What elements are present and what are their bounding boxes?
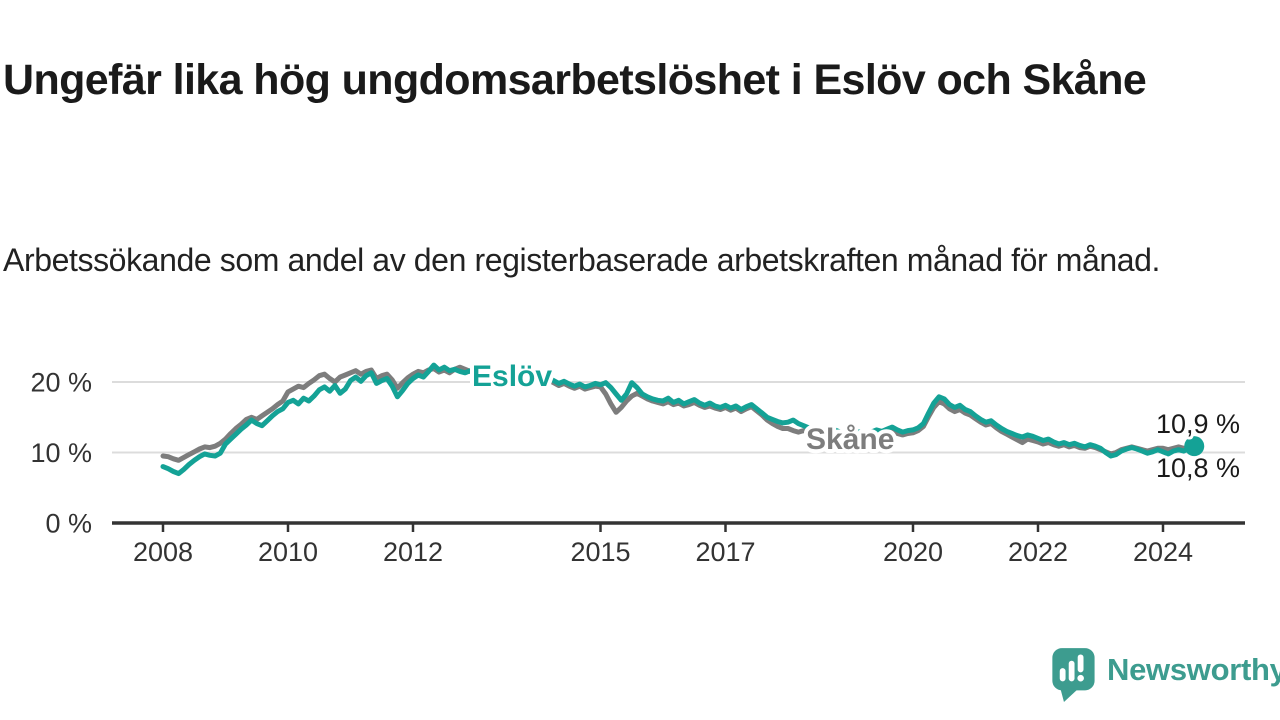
- speech-bubble-bar-chart-icon: [1052, 648, 1095, 702]
- series-end-dot: [1184, 436, 1205, 457]
- gridlines-group: [112, 381, 1245, 454]
- annotation-label: Skåne: [806, 423, 894, 456]
- x-tick-label: 2010: [258, 537, 318, 567]
- annotation-label: 10,8 %: [1156, 453, 1240, 483]
- series-group: [160, 362, 1205, 477]
- x-tick-label: 2017: [695, 537, 755, 567]
- newsworthy-brand: Newsworthy: [1050, 646, 1280, 703]
- page-title: Ungefär lika hög ungdomsarbetslöshet i E…: [3, 55, 1147, 104]
- eslv-line: [160, 362, 1197, 477]
- annotation-label: 10,9 %: [1156, 409, 1240, 439]
- x-tick-label: 2015: [570, 537, 630, 567]
- annotations-group: Eslöv Skåne 10,9 % 10,8 %: [468, 356, 1243, 486]
- axis-group: 0 % 10 % 20 % 2008 2010 2012 2015 2017 2020 2022 2…: [30, 368, 1245, 567]
- annotation-label: Eslöv: [472, 360, 552, 393]
- x-tick-label: 2024: [1133, 537, 1193, 567]
- y-tick-label: 20 %: [30, 368, 92, 398]
- brand-name: Newsworthy: [1107, 651, 1280, 687]
- y-tick-label: 10 %: [30, 438, 92, 468]
- x-tick-label: 2008: [133, 537, 193, 567]
- x-tick-label: 2020: [883, 537, 943, 567]
- y-tick-label: 0 %: [45, 509, 92, 539]
- x-tick-label: 2012: [383, 537, 443, 567]
- x-tick-label: 2022: [1008, 537, 1068, 567]
- chart-subtitle: Arbetssökande som andel av den registerb…: [3, 242, 1161, 278]
